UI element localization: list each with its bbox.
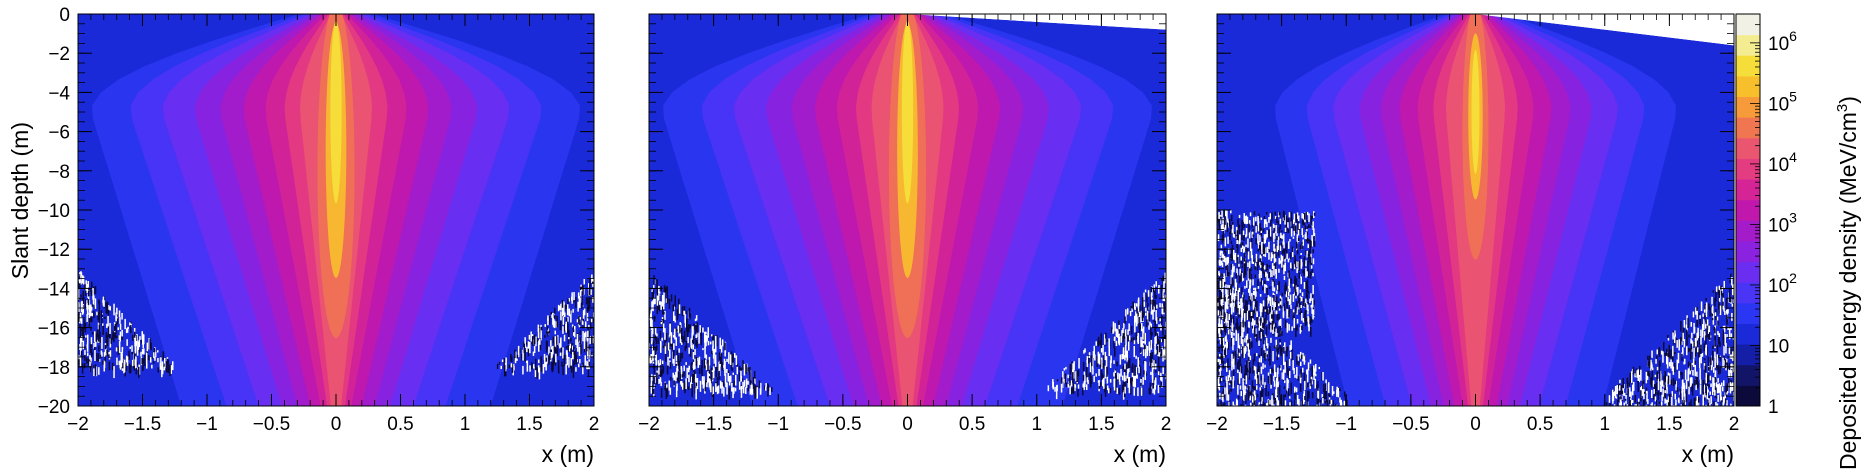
panel-middle: −2 −1.5 −1 −0.5 0 0.5 1 1.5 2 — [638, 13, 1172, 435]
colorbar-swatch — [1736, 179, 1760, 201]
colorbar-swatch — [1736, 240, 1760, 263]
colorbar-tick-label: 102 — [1768, 270, 1797, 297]
y-tick-label: −10 — [38, 201, 70, 222]
x-tick-label: −0.5 — [1392, 414, 1430, 435]
colorbar-swatch — [1736, 385, 1760, 407]
x-tick-label: −1 — [1335, 414, 1357, 435]
x-tick-label: 1 — [1031, 414, 1042, 435]
colorbar-title: Deposited energy density (MeV/cm3) — [1834, 96, 1861, 470]
colorbar-swatch — [1736, 364, 1760, 386]
heatmap-area — [78, 14, 594, 406]
y-axis-title: Slant depth (m) — [7, 122, 33, 279]
x-tick-label: −2 — [67, 414, 89, 435]
colorbar-swatch — [1736, 323, 1760, 345]
x-tick-label: −2 — [638, 414, 660, 435]
x-tick-label: 2 — [589, 414, 600, 435]
colorbar-title-exponent: 3 — [1834, 104, 1851, 112]
colorbar-swatch — [1736, 14, 1760, 36]
colorbar-swatch — [1736, 344, 1760, 366]
y-tick-label: −14 — [38, 279, 71, 300]
x-tick-label: 1 — [460, 414, 471, 435]
y-tick-label: −8 — [48, 162, 70, 183]
colorbar-title-main: Deposited energy density (MeV/cm — [1835, 112, 1861, 470]
x-tick-label: 2 — [1161, 414, 1172, 435]
colorbar-tick-label: 1 — [1768, 397, 1779, 418]
colorbar-tick-label: 104 — [1768, 149, 1797, 176]
colorbar-tick-label: 105 — [1768, 88, 1797, 115]
x-tick-label: 1 — [1599, 414, 1610, 435]
heatmap-area — [649, 14, 1166, 406]
colorbar-swatch — [1736, 55, 1760, 77]
x-axis-title-middle: x (m) — [1114, 441, 1166, 467]
x-tick-label: −1 — [767, 414, 789, 435]
x-tick-label: 1.5 — [1088, 414, 1114, 435]
y-tick-label: −18 — [38, 358, 70, 379]
sparse-region — [1217, 210, 1734, 406]
colorbar-swatch — [1736, 199, 1760, 221]
y-tick-label: −4 — [48, 83, 70, 104]
colorbar-tick-label: 106 — [1768, 28, 1797, 55]
sparse-region — [649, 269, 1166, 400]
colorbar-swatch — [1736, 282, 1760, 304]
colorbar-swatch — [1736, 220, 1760, 242]
x-axis-title-right: x (m) — [1682, 441, 1734, 467]
x-tick-label: 0 — [331, 414, 342, 435]
colorbar-tick-label: 10 — [1768, 336, 1789, 357]
y-tick-label: −12 — [38, 240, 70, 261]
x-axis-title-left: x (m) — [542, 441, 594, 467]
colorbar-swatch — [1736, 137, 1760, 159]
y-tick-label: −2 — [48, 44, 70, 65]
x-tick-label: 2 — [1729, 414, 1740, 435]
x-tick-label: −1 — [196, 414, 218, 435]
x-tick-label: −0.5 — [253, 414, 291, 435]
x-tick-label: −2 — [1206, 414, 1228, 435]
y-tick-label: −20 — [38, 397, 70, 418]
x-tick-label: 0.5 — [1527, 414, 1553, 435]
heatmap-area — [1217, 14, 1734, 406]
x-tick-label: 1.5 — [1656, 414, 1682, 435]
y-tick-label: −16 — [38, 319, 70, 340]
panel-right: −2 −1.5 −1 −0.5 0 0.5 1 1.5 2 — [1206, 13, 1740, 435]
colorbar-swatch — [1736, 34, 1760, 56]
y-tick-label: −6 — [48, 123, 70, 144]
x-tick-label: 0.5 — [959, 414, 985, 435]
colorbar-swatch — [1736, 96, 1760, 118]
colorbar-title-close: ) — [1835, 96, 1861, 104]
x-tick-label: −0.5 — [824, 414, 862, 435]
x-tick-label: 0 — [902, 414, 913, 435]
x-tick-label: 1.5 — [516, 414, 542, 435]
x-tick-label: 0.5 — [387, 414, 413, 435]
y-tick-label: 0 — [59, 5, 70, 26]
panel-left: −2 −1.5 −1 −0.5 0 0.5 1 1.5 2 0 −2 −4 −6 −8 −10 −12 −14 −… — [38, 5, 600, 435]
x-tick-label: −1.5 — [124, 414, 162, 435]
colorbar-tick-label: 103 — [1768, 209, 1797, 236]
colorbar: 1 10 102 103 104 105 106 — [1735, 13, 1797, 418]
x-tick-label: −1.5 — [695, 414, 733, 435]
colorbar-swatch — [1736, 261, 1760, 283]
x-tick-label: −1.5 — [1263, 414, 1301, 435]
x-tick-label: 0 — [1470, 414, 1481, 435]
colorbar-swatch — [1736, 117, 1760, 139]
colorbar-swatch — [1736, 302, 1760, 324]
colorbar-swatch — [1736, 75, 1760, 98]
colorbar-swatch — [1736, 158, 1760, 180]
